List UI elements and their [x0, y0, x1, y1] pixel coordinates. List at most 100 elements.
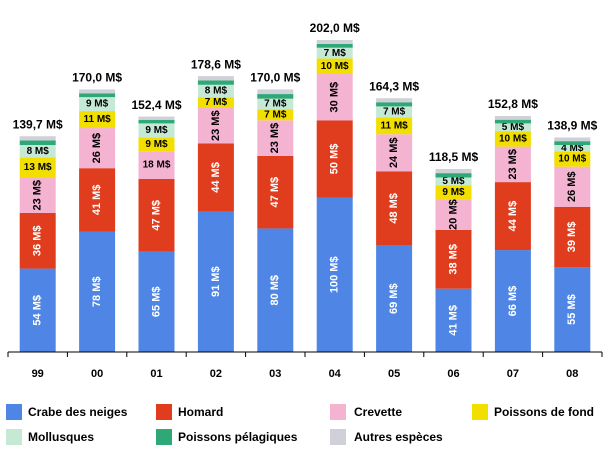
value-label: 10 M$ [558, 154, 586, 165]
x-tick-label: 00 [91, 368, 103, 380]
legend-label: Homard [178, 405, 223, 419]
value-label: 44 M$ [210, 162, 222, 193]
legend-label: Autres espèces [354, 430, 443, 444]
value-label: 30 M$ [329, 82, 341, 113]
value-label: 78 M$ [91, 276, 103, 307]
legend-swatch [330, 429, 346, 445]
value-label: 55 M$ [566, 294, 578, 325]
bar-segment [435, 168, 472, 174]
value-label: 47 M$ [150, 200, 162, 231]
legend-swatch [330, 404, 346, 420]
bar-segment [494, 182, 531, 251]
bar-segment [494, 119, 531, 124]
bar-segment [376, 106, 413, 118]
bar-segment [197, 80, 234, 85]
bar-segment [138, 137, 175, 152]
bar-segment [435, 288, 472, 352]
value-label: 26 M$ [566, 171, 578, 202]
legend-label: Crabe des neiges [28, 405, 128, 419]
value-label: 48 M$ [388, 193, 400, 224]
value-label: 7 M$ [264, 110, 287, 121]
x-tick-label: 02 [210, 368, 222, 380]
legend-swatch [6, 429, 22, 445]
bar-segment [197, 211, 234, 352]
bar-segment [197, 76, 234, 81]
value-label: 91 M$ [210, 266, 222, 297]
bar-segment [138, 116, 175, 121]
value-label: 5 M$ [442, 176, 465, 187]
total-label: 118,5 M$ [429, 150, 479, 164]
bar-segment [197, 107, 234, 144]
bar-segment [257, 155, 294, 229]
legend-swatch [472, 404, 488, 420]
bar-segment [19, 212, 56, 269]
bar-segment [197, 143, 234, 212]
bar-segment [138, 179, 175, 252]
bar-segment [197, 97, 234, 108]
bar-segment [19, 136, 56, 141]
bar-segment [376, 102, 413, 107]
bar-segment [316, 120, 353, 198]
bar-segment [79, 89, 116, 94]
legend-label: Crevette [354, 405, 402, 419]
bar-segment [257, 94, 294, 99]
bar-segment [316, 197, 353, 352]
legend-label: Poissons de fond [494, 405, 594, 419]
value-label: 50 M$ [329, 144, 341, 175]
bar-segment [376, 117, 413, 135]
value-label: 80 M$ [269, 275, 281, 306]
value-label: 7 M$ [383, 106, 406, 117]
value-label: 9 M$ [145, 125, 168, 136]
x-tick-label: 01 [150, 368, 162, 380]
value-label: 36 M$ [32, 226, 44, 257]
bar-segment [554, 267, 591, 352]
bar-segment [554, 145, 591, 152]
value-label: 13 M$ [24, 162, 52, 173]
bar-segment [435, 185, 472, 200]
legend-swatch [156, 429, 172, 445]
legend-label: Poissons pélagiques [178, 430, 298, 444]
value-label: 23 M$ [210, 110, 222, 141]
value-label: 5 M$ [502, 122, 525, 133]
bar-segment [316, 73, 353, 121]
bar-segment [197, 84, 234, 98]
value-label: 8 M$ [205, 86, 228, 97]
bar-segment [19, 177, 56, 213]
value-label: 41 M$ [447, 305, 459, 336]
value-label: 7 M$ [324, 48, 347, 59]
bar-segment [494, 146, 531, 183]
bar-segment [494, 250, 531, 352]
x-tick-label: 08 [566, 368, 578, 380]
bar-segment [494, 123, 531, 132]
value-label: 66 M$ [507, 286, 519, 317]
bar-segment [79, 168, 116, 232]
value-label: 100 M$ [329, 256, 341, 293]
x-tick-label: 05 [388, 368, 400, 380]
bar-segment [316, 43, 353, 48]
value-label: 7 M$ [264, 99, 287, 110]
value-label: 8 M$ [27, 146, 50, 157]
bar-segment [554, 137, 591, 142]
bar-segment [376, 245, 413, 352]
value-label: 7 M$ [205, 97, 228, 108]
x-tick-label: 07 [507, 368, 519, 380]
bar-segment [79, 111, 116, 129]
x-tick-label: 06 [447, 368, 459, 380]
value-label: 39 M$ [566, 222, 578, 253]
x-tick-label: 03 [269, 368, 281, 380]
bar-segment [19, 145, 56, 158]
bar-segment [138, 251, 175, 352]
bar-segment [79, 128, 116, 169]
bar-segment [79, 231, 116, 352]
bar-segment [257, 98, 294, 110]
value-label: 4 M$ [561, 143, 584, 154]
bar-segment [316, 40, 353, 44]
value-label: 23 M$ [32, 180, 44, 211]
bar-segment [494, 115, 531, 120]
total-label: 178,6 M$ [191, 57, 241, 71]
value-label: 44 M$ [507, 201, 519, 232]
value-label: 10 M$ [321, 61, 349, 72]
value-label: 26 M$ [91, 133, 103, 164]
x-tick-label: 99 [32, 368, 44, 380]
